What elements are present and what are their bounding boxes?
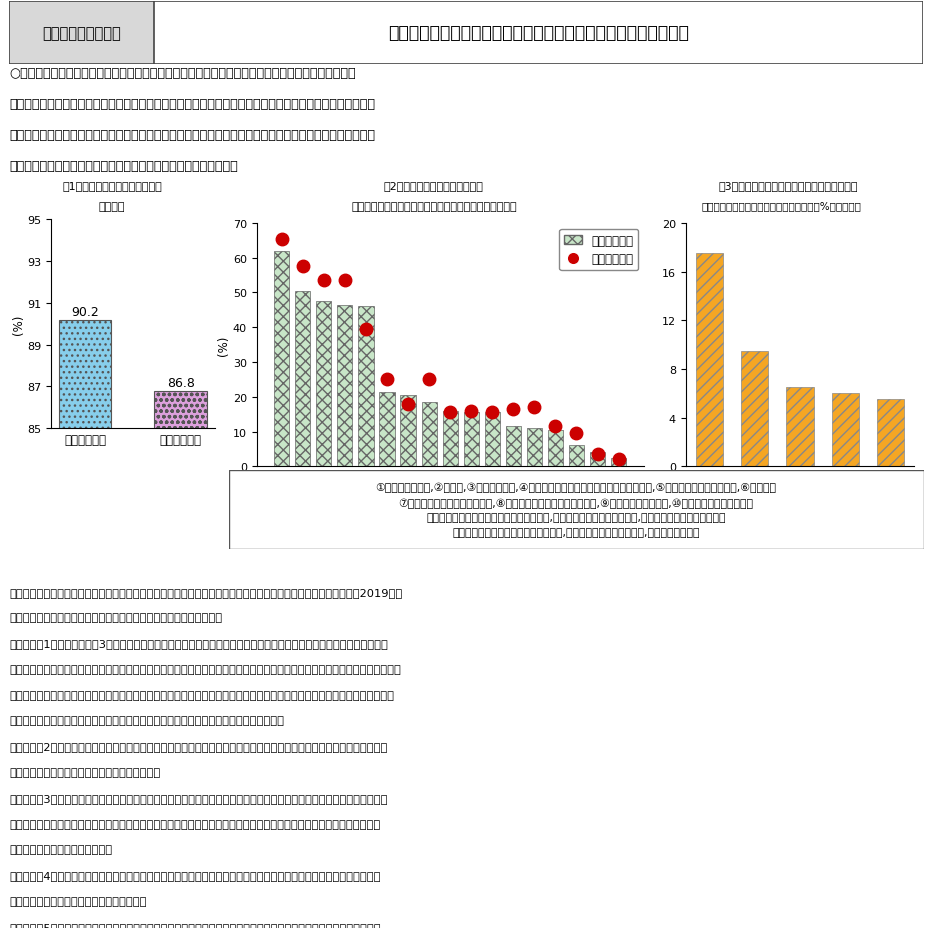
Bar xyxy=(590,453,606,467)
Text: 業は、集計対象外としている。: 業は、集計対象外としている。 xyxy=(9,896,146,906)
Bar xyxy=(380,393,395,467)
Bar xyxy=(155,392,207,928)
Text: 4）事業の成長意欲について「現状維持が困難になる中、衰退・撤退を遅延させることを重視」と回答した企: 4）事業の成長意欲について「現状維持が困難になる中、衰退・撤退を遅延させることを… xyxy=(9,870,381,881)
Text: 2）（２）及び（３）は、「取り組む予定の企業」を対象に、強化等に取り組む意向のある具体的な内容の取組: 2）（２）及び（３）は、「取り組む予定の企業」を対象に、強化等に取り組む意向のあ… xyxy=(9,741,388,752)
Bar xyxy=(338,305,353,467)
Bar xyxy=(295,291,311,467)
Bar xyxy=(527,429,542,467)
Text: （「人手不足企業」－「人手適当企業」・%ポイント）: （「人手不足企業」－「人手適当企業」・%ポイント） xyxy=(702,201,861,212)
Bar xyxy=(358,307,373,467)
Text: ○　３年先を見据えた際に、労働生産性の向上に取り組む予定のある企業は、人手不足企業の方が人: ○ ３年先を見据えた際に、労働生産性の向上に取り組む予定のある企業は、人手不足企… xyxy=(9,67,356,80)
Text: 第２－（１）－８図: 第２－（１）－８図 xyxy=(42,26,121,41)
Text: 答した企業を指す。: 答した企業を指す。 xyxy=(9,844,113,855)
Text: 資料出所　（独）労働政策研究・研修機構「人手不足等をめぐる現状と働き方等に関する調査（企業調査票）」（2019年）: 資料出所 （独）労働政策研究・研修機構「人手不足等をめぐる現状と働き方等に関する… xyxy=(9,587,402,597)
Text: （1）人手の過不足状況別にみた: （1）人手の過不足状況別にみた xyxy=(63,181,161,191)
Legend: 人手適当企業, 人手不足企業: 人手適当企業, 人手不足企業 xyxy=(559,229,638,271)
Bar xyxy=(787,388,814,467)
Bar xyxy=(400,395,415,467)
Bar xyxy=(274,251,289,467)
Text: （注）　1）（１）は、「3年先を見据えた際に自社の労働生産性の向上に取り組む予定か」という問に対する「大いに: （注） 1）（１）は、「3年先を見据えた際に自社の労働生産性の向上に取り組む予定… xyxy=(9,638,388,649)
Text: 取組予定: 取組予定 xyxy=(99,201,125,212)
Bar xyxy=(485,413,500,467)
Text: 実際に取り組むことができていない内容を強化する意向が強い。: 実際に取り組むことができていない内容を強化する意向が強い。 xyxy=(9,160,238,173)
Text: ①営業力・販売力,②技術力,③自社ブランド,④顧客満足度の向上によるリピーター獲得力,⑤財・サービスの供給能力,⑥利便性、
⑦品揃えやサービス提供の種類,⑧イベ: ①営業力・販売力,②技術力,③自社ブランド,④顧客満足度の向上によるリピーター獲… xyxy=(376,483,776,537)
Text: 積極的に取り組む」「積極的に取り組む」「ある程度取り組む」「ほとんど取り組まない」「取り組まない、取り: 積極的に取り組む」「積極的に取り組む」「ある程度取り組む」「ほとんど取り組まない… xyxy=(9,664,401,675)
Y-axis label: (%): (%) xyxy=(217,335,230,355)
Text: 答した企業を指し、「人手適当企業」とは、現在、３年先ともに従業員全体に関して、人手が「適当」と回: 答した企業を指し、「人手適当企業」とは、現在、３年先ともに従業員全体に関して、人… xyxy=(9,818,381,829)
Bar xyxy=(831,393,858,467)
Text: 5）人手不足が会社経営または職場環境に「現在のところ影響はなく、今後３年以内に影響が生じることも懸: 5）人手不足が会社経営または職場環境に「現在のところ影響はなく、今後３年以内に影… xyxy=(9,922,381,928)
Text: ３年後を見据えて労働生産性向上のために強化する取組: ３年後を見据えて労働生産性向上のために強化する取組 xyxy=(351,201,517,212)
Bar xyxy=(464,413,479,467)
Text: 「従業員の意欲を高める人事マネジメント」「顧客満足度の向上によるリピーター獲得力」等といった、: 「従業員の意欲を高める人事マネジメント」「顧客満足度の向上によるリピーター獲得力… xyxy=(9,129,375,142)
Bar xyxy=(316,302,331,467)
Bar xyxy=(548,431,563,467)
Text: 3）「人手不足企業」とは、現在、３年先ともに従業員全体に関して、人手が「大いに不足」「やや不足」と回: 3）「人手不足企業」とは、現在、３年先ともに従業員全体に関して、人手が「大いに不… xyxy=(9,793,388,803)
Bar xyxy=(569,446,584,467)
Text: の個票を厚生労働省政策統括官付政策統括室にて独自集計: の個票を厚生労働省政策統括官付政策統括室にて独自集計 xyxy=(9,612,222,623)
Text: 手適当企業より多く、人手不足企業、人手適当企業ともに、「営業力・販売力」「従業員への能力開発」: 手適当企業より多く、人手不足企業、人手適当企業ともに、「営業力・販売力」「従業員… xyxy=(9,97,375,110)
Y-axis label: (%): (%) xyxy=(11,315,24,334)
Bar xyxy=(506,427,521,467)
Bar xyxy=(742,352,769,467)
Bar xyxy=(59,320,111,928)
Text: かを回答した企業を「取り組む予定の企業」としている（未回答を除く）。: かを回答した企業を「取り組む予定の企業」としている（未回答を除く）。 xyxy=(9,715,285,726)
Text: 割合をまとめたもの（複数回答）。: 割合をまとめたもの（複数回答）。 xyxy=(9,767,160,778)
Bar xyxy=(442,411,458,467)
Text: 86.8: 86.8 xyxy=(167,377,195,390)
Bar xyxy=(422,403,437,467)
Bar xyxy=(696,254,723,467)
Bar xyxy=(877,400,904,467)
Text: （3）人手不足企業と人手適当企業のギャップ: （3）人手不足企業と人手適当企業のギャップ xyxy=(718,181,858,191)
Text: 90.2: 90.2 xyxy=(71,305,99,318)
Text: 組めない」の選択肢のうち、「大いに積極的に取り組む」「積極的に取り組む」「ある程度取り組む」のいずれ: 組めない」の選択肢のうち、「大いに積極的に取り組む」「積極的に取り組む」「ある程… xyxy=(9,690,395,700)
Bar xyxy=(611,458,626,467)
Text: 人手不足感別にみた労働生産性を向上させるための取組予定内容: 人手不足感別にみた労働生産性を向上させるための取組予定内容 xyxy=(388,24,689,43)
Text: （2）人手の過不足状況別にみた: （2）人手の過不足状況別にみた xyxy=(383,181,484,191)
